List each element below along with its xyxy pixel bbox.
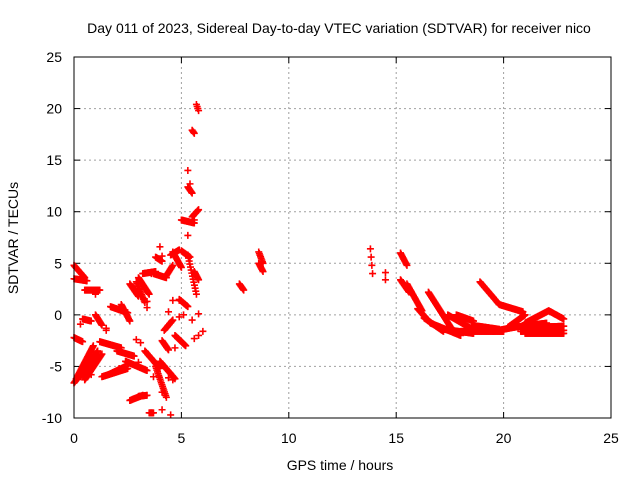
data-point xyxy=(169,316,177,324)
data-point xyxy=(190,335,198,343)
data-points xyxy=(70,100,568,419)
data-point xyxy=(184,303,192,311)
data-point xyxy=(91,290,99,298)
data-point xyxy=(158,388,166,396)
data-point xyxy=(94,347,102,355)
data-point xyxy=(165,308,173,316)
data-point xyxy=(175,313,183,321)
data-point xyxy=(115,364,123,372)
data-point xyxy=(147,409,155,417)
y-axis-label: SDTVAR / TECUs xyxy=(5,182,21,294)
data-point xyxy=(87,371,95,379)
y-tick-label: 20 xyxy=(46,101,62,117)
data-point xyxy=(182,342,190,350)
chart-title: Day 011 of 2023, Sidereal Day-to-day VTE… xyxy=(87,20,591,36)
data-point xyxy=(87,317,95,325)
x-tick-label: 15 xyxy=(388,430,404,446)
data-point xyxy=(171,344,179,352)
data-point xyxy=(96,286,104,294)
y-tick-label: 15 xyxy=(46,152,62,168)
axis-ticks: 0 5 10 15 20 25 -10 -5 0 5 10 15 20 25 xyxy=(42,49,619,446)
data-point xyxy=(381,276,389,284)
data-point xyxy=(132,336,140,344)
data-point xyxy=(165,374,173,382)
data-point xyxy=(145,290,153,298)
y-tick-label: -10 xyxy=(42,410,62,426)
data-point xyxy=(188,189,196,197)
data-point xyxy=(167,411,175,419)
x-tick-label: 20 xyxy=(496,430,512,446)
data-point xyxy=(83,277,91,285)
data-point xyxy=(169,261,177,269)
x-tick-label: 0 xyxy=(70,430,78,446)
data-point xyxy=(195,107,203,115)
x-axis-label: GPS time / hours xyxy=(287,457,394,473)
data-point xyxy=(369,270,377,278)
data-point xyxy=(560,315,568,323)
data-point xyxy=(165,346,173,354)
x-tick-label: 25 xyxy=(603,430,619,446)
data-point xyxy=(192,290,200,298)
data-point xyxy=(367,253,375,261)
data-point xyxy=(98,350,106,358)
data-point xyxy=(195,310,203,318)
data-point xyxy=(89,342,97,350)
data-point xyxy=(79,338,87,346)
data-point xyxy=(560,322,568,330)
data-point xyxy=(158,406,166,414)
data-point xyxy=(117,348,125,356)
data-point xyxy=(190,129,198,137)
data-point xyxy=(186,180,194,188)
data-point xyxy=(180,311,188,319)
data-point xyxy=(156,243,164,251)
data-point xyxy=(143,304,151,312)
data-point xyxy=(143,391,151,399)
data-point xyxy=(188,316,196,324)
data-point xyxy=(143,297,151,305)
data-point xyxy=(169,376,177,384)
data-point xyxy=(240,286,248,294)
data-point xyxy=(259,268,267,276)
data-point xyxy=(195,206,203,214)
y-tick-label: 0 xyxy=(54,307,62,323)
data-point xyxy=(560,329,568,337)
plot-frame xyxy=(73,56,612,419)
data-point xyxy=(134,358,142,366)
data-point xyxy=(175,296,183,304)
data-point xyxy=(147,270,155,278)
grid-lines xyxy=(74,57,611,418)
data-point xyxy=(76,320,84,328)
data-point xyxy=(169,296,177,304)
data-point xyxy=(184,231,192,239)
data-point xyxy=(130,352,138,360)
data-point xyxy=(366,245,374,253)
data-point xyxy=(143,367,151,375)
y-tick-label: 10 xyxy=(46,204,62,220)
data-point xyxy=(184,166,192,174)
x-tick-label: 5 xyxy=(178,430,186,446)
data-point xyxy=(521,311,529,319)
y-tick-label: -5 xyxy=(50,358,63,374)
data-point xyxy=(195,331,203,339)
data-point xyxy=(137,339,145,347)
data-point xyxy=(102,324,110,332)
data-point xyxy=(158,252,166,260)
data-point xyxy=(403,261,411,269)
y-tick-label: 25 xyxy=(46,49,62,65)
data-point xyxy=(381,269,389,277)
data-point xyxy=(177,263,185,271)
x-tick-label: 10 xyxy=(281,430,297,446)
data-point xyxy=(190,216,198,224)
y-tick-label: 5 xyxy=(54,255,62,271)
data-point xyxy=(98,321,106,329)
data-point xyxy=(368,261,376,269)
data-point xyxy=(199,327,207,335)
data-point xyxy=(149,373,157,381)
data-point xyxy=(126,317,134,325)
data-point xyxy=(162,393,170,401)
